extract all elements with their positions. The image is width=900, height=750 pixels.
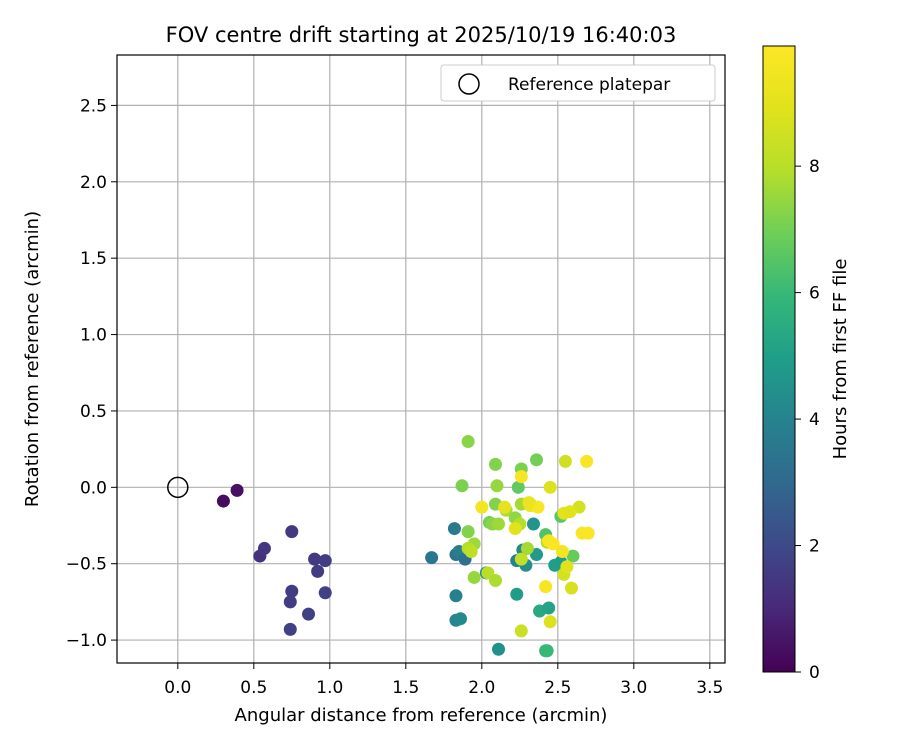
plot-frame — [116, 54, 726, 664]
data-point — [455, 479, 469, 493]
data-point — [546, 537, 560, 551]
x-axis-ticks: 0.0 0.5 1.0 1.5 2.0 2.5 3.0 3.5 — [164, 663, 723, 698]
data-point — [285, 584, 299, 598]
data-point — [539, 580, 553, 594]
data-point — [563, 505, 577, 519]
data-point — [283, 622, 297, 636]
data-point — [447, 522, 461, 536]
data-point — [526, 517, 540, 531]
data-point — [566, 549, 580, 563]
data-point — [257, 541, 271, 555]
colorbar-tick-label: 6 — [809, 284, 820, 304]
colorbar-label: Hours from first FF file — [830, 259, 851, 460]
x-axis-label: Angular distance from reference (arcmin) — [235, 705, 608, 726]
colorbar-ticks: 0 2 4 6 8 — [795, 157, 820, 683]
data-point — [514, 552, 528, 566]
data-point — [425, 551, 439, 565]
data-point — [311, 564, 325, 578]
data-point — [520, 541, 534, 555]
x-tick-label: 2.0 — [468, 678, 495, 698]
data-point — [490, 479, 504, 493]
data-point — [283, 595, 297, 609]
data-point — [543, 480, 557, 494]
chart-title: FOV centre drift starting at 2025/10/19 … — [166, 23, 677, 47]
data-point — [581, 526, 595, 540]
data-point — [492, 517, 506, 531]
data-point — [530, 453, 544, 467]
y-tick-label: 2.5 — [80, 96, 107, 116]
data-point — [514, 624, 528, 638]
data-point — [508, 522, 522, 536]
x-tick-label: 3.0 — [620, 678, 647, 698]
data-point — [510, 587, 524, 601]
data-point — [514, 470, 528, 484]
data-point — [511, 480, 525, 494]
data-point — [461, 525, 475, 539]
x-tick-label: 0.5 — [240, 678, 267, 698]
colorbar-tick-label: 8 — [809, 157, 820, 177]
legend-box — [440, 64, 716, 102]
y-tick-label: 2.0 — [80, 173, 107, 193]
data-point — [308, 552, 322, 566]
data-point — [285, 525, 299, 539]
y-tick-label: 0.0 — [80, 478, 107, 498]
x-tick-label: 1.0 — [316, 678, 343, 698]
data-point — [216, 494, 230, 508]
y-tick-label: 1.5 — [80, 249, 107, 269]
data-point — [555, 544, 569, 558]
data-point — [540, 644, 554, 658]
data-point — [454, 612, 468, 626]
data-point — [475, 500, 489, 514]
data-point — [461, 434, 475, 448]
data-point — [560, 560, 574, 574]
colorbar-tick-label: 2 — [809, 537, 820, 557]
legend: Reference platepar — [440, 64, 716, 102]
x-tick-label: 3.5 — [696, 678, 723, 698]
data-point — [318, 554, 332, 568]
data-point — [580, 454, 594, 468]
x-tick-label: 1.5 — [392, 678, 419, 698]
colorbar — [762, 45, 796, 673]
y-axis-label: Rotation from reference (arcmin) — [22, 211, 43, 507]
colorbar-tick-label: 0 — [809, 663, 820, 683]
data-points — [216, 434, 595, 658]
x-tick-label: 0.0 — [164, 678, 191, 698]
data-point — [488, 574, 502, 588]
data-point — [498, 500, 512, 514]
data-point — [302, 607, 316, 621]
x-tick-label: 2.5 — [544, 678, 571, 698]
gridlines — [117, 55, 725, 663]
data-point — [488, 457, 502, 471]
legend-label: Reference platepar — [508, 75, 670, 95]
y-axis-ticks: −1.0 −0.5 0.0 0.5 1.0 1.5 2.0 2.5 — [66, 96, 117, 651]
data-point — [543, 615, 557, 629]
y-tick-label: 1.0 — [80, 326, 107, 346]
colorbar-tick-label: 4 — [809, 410, 820, 430]
data-point — [564, 581, 578, 595]
reference-point-marker — [167, 476, 189, 499]
y-tick-label: −1.0 — [66, 631, 107, 651]
legend-open-circle-icon — [458, 73, 480, 95]
data-point — [449, 589, 463, 603]
y-tick-label: −0.5 — [66, 555, 107, 575]
data-point — [318, 586, 332, 600]
data-point — [464, 544, 478, 558]
data-point — [230, 483, 244, 497]
y-tick-label: 0.5 — [80, 402, 107, 422]
data-point — [522, 496, 536, 510]
data-point — [542, 601, 556, 615]
data-point — [467, 570, 481, 584]
data-point — [492, 642, 506, 656]
data-point — [558, 454, 572, 468]
data-point — [530, 548, 544, 562]
